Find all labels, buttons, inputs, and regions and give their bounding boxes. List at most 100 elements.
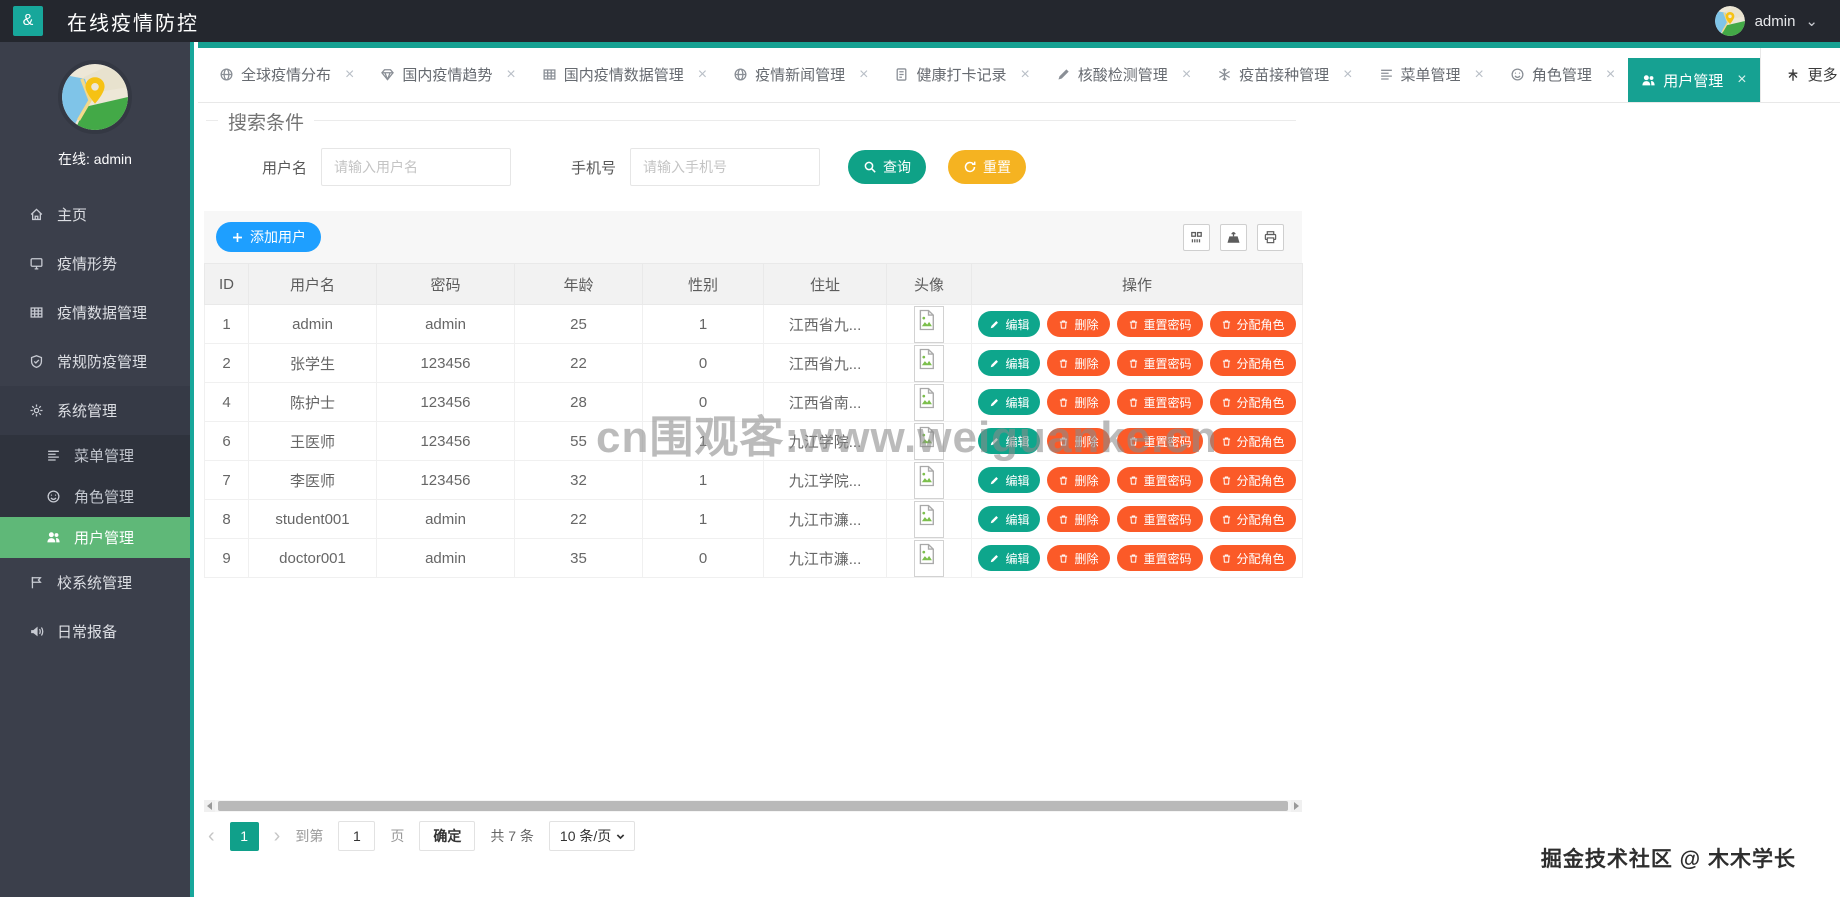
close-icon[interactable]: ×	[1181, 65, 1192, 83]
sidebar-item-user[interactable]: 用户管理	[0, 517, 190, 558]
username-label: 用户名	[262, 159, 308, 177]
scroll-left-arrow[interactable]	[204, 800, 215, 812]
reset-password-button[interactable]: 重置密码	[1116, 467, 1203, 493]
sidebar-item-epidemic-data[interactable]: 疫情数据管理	[0, 288, 190, 337]
cell-password: 123456	[376, 421, 515, 461]
scrollbar-thumb[interactable]	[218, 801, 1288, 811]
snow-icon	[1217, 67, 1232, 82]
cell-password: 123456	[376, 460, 515, 500]
close-icon[interactable]: ×	[1020, 65, 1030, 83]
tab-nucleic-acid[interactable]: 核酸检测管理 ×	[1043, 48, 1204, 102]
goto-page-input[interactable]	[338, 821, 376, 851]
next-page-button[interactable]: ›	[273, 825, 281, 847]
chevron-down-icon: ⌄	[1805, 13, 1818, 30]
scroll-right-arrow[interactable]	[1291, 800, 1302, 812]
assign-role-button[interactable]: 分配角色	[1209, 467, 1296, 493]
assign-role-icon	[1221, 514, 1232, 525]
sidebar-item-role[interactable]: 角色管理	[0, 476, 190, 517]
table-row: 4 陈护士 123456 28 0 江西省南... 编辑 删除 重置密码 分配角色	[204, 382, 1303, 422]
assign-role-button[interactable]: 分配角色	[1209, 311, 1296, 337]
edit-button[interactable]: 编辑	[978, 389, 1041, 415]
tab-news[interactable]: 疫情新闻管理 ×	[720, 48, 881, 102]
delete-button[interactable]: 删除	[1047, 389, 1110, 415]
tab-menu[interactable]: 菜单管理 ×	[1366, 48, 1497, 102]
tab-vaccine[interactable]: 疫苗接种管理 ×	[1204, 48, 1365, 102]
reset-password-button[interactable]: 重置密码	[1116, 311, 1203, 337]
delete-button[interactable]: 删除	[1047, 545, 1110, 571]
delete-button[interactable]: 删除	[1047, 350, 1110, 376]
more-menu[interactable]: 更多	[1759, 48, 1840, 102]
close-icon[interactable]: ×	[859, 65, 869, 83]
delete-button[interactable]: 删除	[1047, 467, 1110, 493]
horizontal-scrollbar[interactable]	[204, 800, 1302, 812]
diamond-icon	[380, 67, 395, 82]
table-row: 9 doctor001 admin 35 0 九江市濂... 编辑 删除 重置密码 分配角色	[204, 538, 1303, 578]
cell-avatar	[886, 499, 972, 539]
user-menu[interactable]: admin ⌄	[1714, 6, 1818, 36]
add-user-button[interactable]: 添加用户	[216, 222, 321, 252]
table-row: 1 admin admin 25 1 江西省九... 编辑 删除 重置密码 分配角色	[204, 304, 1303, 344]
avatar-broken-image	[914, 539, 944, 577]
tab-domestic-trend[interactable]: 国内疫情趋势 ×	[367, 48, 528, 102]
search-form: 用户名 手机号 查询 重置	[262, 148, 1840, 186]
close-icon[interactable]: ×	[1605, 65, 1616, 83]
columns-filter-button[interactable]	[1183, 223, 1210, 251]
reset-password-button[interactable]: 重置密码	[1116, 545, 1203, 571]
edit-button[interactable]: 编辑	[978, 428, 1041, 454]
assign-role-button[interactable]: 分配角色	[1209, 350, 1296, 376]
close-icon[interactable]: ×	[345, 65, 355, 83]
page-size-select[interactable]: 10 条/页	[548, 821, 635, 851]
tab-role[interactable]: 角色管理 ×	[1497, 48, 1628, 102]
assign-role-button[interactable]: 分配角色	[1209, 389, 1296, 415]
reset-password-icon	[1128, 553, 1139, 564]
close-icon[interactable]: ×	[1737, 71, 1747, 88]
edit-button[interactable]: 编辑	[978, 467, 1041, 493]
sidebar-item-home[interactable]: 主页	[0, 190, 190, 239]
edit-button[interactable]: 编辑	[978, 311, 1041, 337]
assign-role-button[interactable]: 分配角色	[1209, 428, 1296, 454]
edit-button[interactable]: 编辑	[978, 545, 1041, 571]
tab-domestic-data[interactable]: 国内疫情数据管理 ×	[529, 48, 720, 102]
sidebar-item-epidemic-situation[interactable]: 疫情形势	[0, 239, 190, 288]
sidebar-item-menu[interactable]: 菜单管理	[0, 435, 190, 476]
reset-password-button[interactable]: 重置密码	[1116, 428, 1203, 454]
delete-button[interactable]: 删除	[1047, 506, 1110, 532]
tab-global-distribution[interactable]: 全球疫情分布 ×	[206, 48, 367, 102]
cell-gender: 1	[642, 304, 764, 344]
close-icon[interactable]: ×	[1343, 65, 1353, 83]
delete-button[interactable]: 删除	[1047, 428, 1110, 454]
tab-user[interactable]: 用户管理 ×	[1628, 58, 1760, 102]
close-icon[interactable]: ×	[697, 65, 708, 83]
prev-page-button[interactable]: ‹	[208, 825, 215, 847]
sidebar-item-routine-prevention[interactable]: 常规防疫管理	[0, 337, 190, 386]
reset-button[interactable]: 重置	[948, 150, 1027, 184]
sidebar-item-school-system[interactable]: 校系统管理	[0, 558, 190, 607]
cell-id: 6	[204, 421, 249, 461]
close-icon[interactable]: ×	[506, 65, 516, 83]
export-button[interactable]	[1220, 223, 1247, 251]
username-input[interactable]	[321, 148, 512, 186]
reset-password-button[interactable]: 重置密码	[1116, 506, 1203, 532]
tab-health-checkin[interactable]: 健康打卡记录 ×	[881, 48, 1042, 102]
phone-input[interactable]	[630, 148, 821, 186]
edit-button[interactable]: 编辑	[978, 506, 1041, 532]
table-body: 1 admin admin 25 1 江西省九... 编辑 删除 重置密码 分配角色 2 张学生 123…	[204, 304, 1303, 578]
edit-button[interactable]: 编辑	[978, 350, 1041, 376]
assign-role-button[interactable]: 分配角色	[1209, 506, 1296, 532]
reset-password-button[interactable]: 重置密码	[1116, 389, 1203, 415]
top-header: & 在线疫情防控 admin ⌄	[0, 0, 1840, 42]
avatar-broken-image	[914, 305, 944, 343]
reset-password-button[interactable]: 重置密码	[1116, 350, 1203, 376]
assign-role-button[interactable]: 分配角色	[1209, 545, 1296, 571]
current-page-button[interactable]: 1	[229, 821, 259, 851]
sidebar-item-system[interactable]: 系统管理	[0, 386, 190, 435]
sidebar-menu: 主页 疫情形势 疫情数据管理 常规防疫管理 系统管理 菜单管理 角色管理 用户管理 校系统管理日…	[0, 190, 190, 656]
confirm-button[interactable]: 确定	[419, 821, 476, 851]
cell-address: 九江市濂...	[763, 499, 887, 539]
query-button[interactable]: 查询	[848, 150, 927, 184]
cell-gender: 1	[642, 499, 764, 539]
print-button[interactable]	[1257, 223, 1284, 251]
close-icon[interactable]: ×	[1474, 65, 1484, 83]
delete-button[interactable]: 删除	[1047, 311, 1110, 337]
sidebar-item-daily-report[interactable]: 日常报备	[0, 607, 190, 656]
